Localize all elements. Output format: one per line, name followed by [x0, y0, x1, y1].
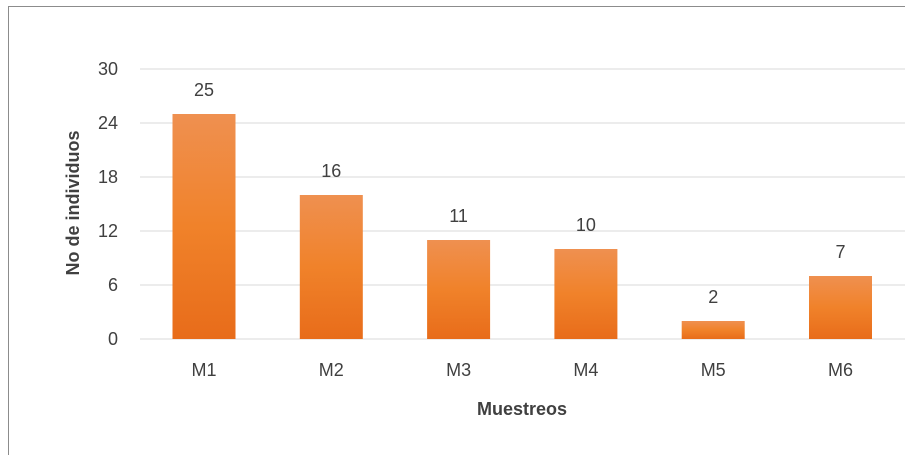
gridlines	[140, 68, 905, 340]
bars	[172, 114, 872, 339]
y-tick-label: 24	[98, 113, 118, 133]
bar-m3	[427, 240, 491, 339]
data-label-m5: 2	[708, 287, 718, 307]
y-axis-title: No de individuos	[63, 130, 83, 275]
x-tick-label-m3: M3	[446, 360, 471, 380]
x-axis-title: Muestreos	[477, 399, 567, 419]
x-axis-ticks: M1 M2 M3 M4 M5 M6	[191, 360, 853, 380]
y-tick-label: 12	[98, 221, 118, 241]
data-label-m3: 11	[449, 206, 468, 226]
x-tick-label-m4: M4	[573, 360, 598, 380]
y-axis-ticks: 0 6 12 18 24 30	[98, 59, 118, 349]
x-tick-label-m5: M5	[701, 360, 726, 380]
x-tick-label-m1: M1	[191, 360, 216, 380]
chart-frame	[8, 6, 905, 455]
bar-m2	[299, 195, 363, 339]
data-label-m2: 16	[321, 161, 341, 181]
y-tick-label: 30	[98, 59, 118, 79]
y-tick-label: 18	[98, 167, 118, 187]
bar-m4	[554, 249, 618, 339]
data-label-m4: 10	[576, 215, 596, 235]
y-tick-label: 6	[108, 275, 118, 295]
x-tick-label-m6: M6	[828, 360, 853, 380]
data-labels: 25 16 11 10 2 7	[194, 80, 846, 307]
x-tick-label-m2: M2	[319, 360, 344, 380]
bar-m1	[172, 114, 236, 339]
data-label-m1: 25	[194, 80, 214, 100]
y-tick-label: 0	[108, 329, 118, 349]
data-label-m6: 7	[835, 242, 845, 262]
bar-m6	[809, 276, 872, 339]
bar-m5	[681, 321, 745, 339]
